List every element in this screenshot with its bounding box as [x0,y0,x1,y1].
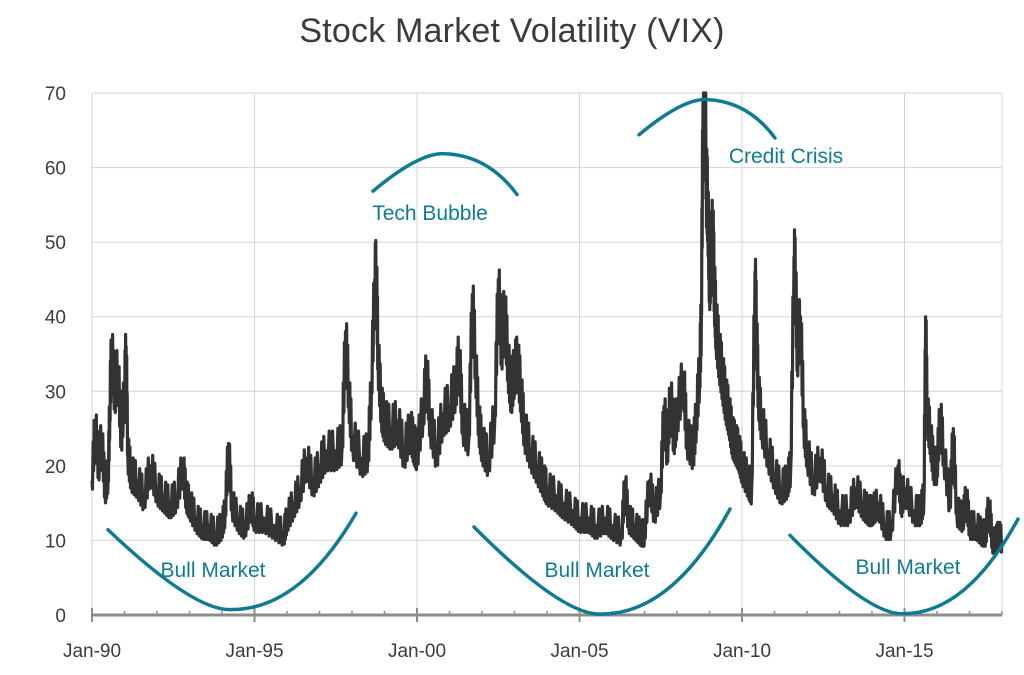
x-tick-label: Jan-10 [713,641,771,662]
y-tick-label: 70 [45,84,66,105]
annotation-arc [637,97,777,140]
vix-series-line [90,91,1004,555]
annotation-label: Bull Market [855,556,960,579]
y-tick-label: 60 [45,159,66,180]
annotation-label: Bull Market [160,559,265,582]
chart-title: Stock Market Volatility (VIX) [299,12,725,50]
axes: 0 10 20 30 40 50 60 70 Jan-90 Jan-95 Jan-00 Jan-05 J… [45,84,1003,662]
y-tick-label: 40 [45,308,66,329]
annotation-arc [788,517,1020,616]
x-tick-label: Jan-00 [388,641,446,662]
y-tick-label: 30 [45,382,66,403]
y-tick-label: 20 [45,457,66,478]
y-tick-label: 10 [45,531,66,552]
x-tick-label: Jan-95 [225,641,283,662]
annotation-label: Credit Crisis [729,145,843,168]
y-tick-label: 50 [45,233,66,254]
annotation-label: Bull Market [544,559,649,582]
x-tick-label: Jan-15 [875,641,933,662]
x-tick-label: Jan-90 [63,641,121,662]
annotation-arc [472,507,732,616]
annotation-arc [371,151,519,197]
x-tick-label: Jan-05 [550,641,608,662]
series-layer [90,91,1004,555]
annotation-label: Tech Bubble [372,202,488,225]
annotation-arc [106,511,358,612]
gridlines [92,92,1003,615]
y-tick-label: 0 [55,606,66,627]
annotations: Tech Bubble Credit Crisis Bull Market Bull … [106,97,1020,616]
